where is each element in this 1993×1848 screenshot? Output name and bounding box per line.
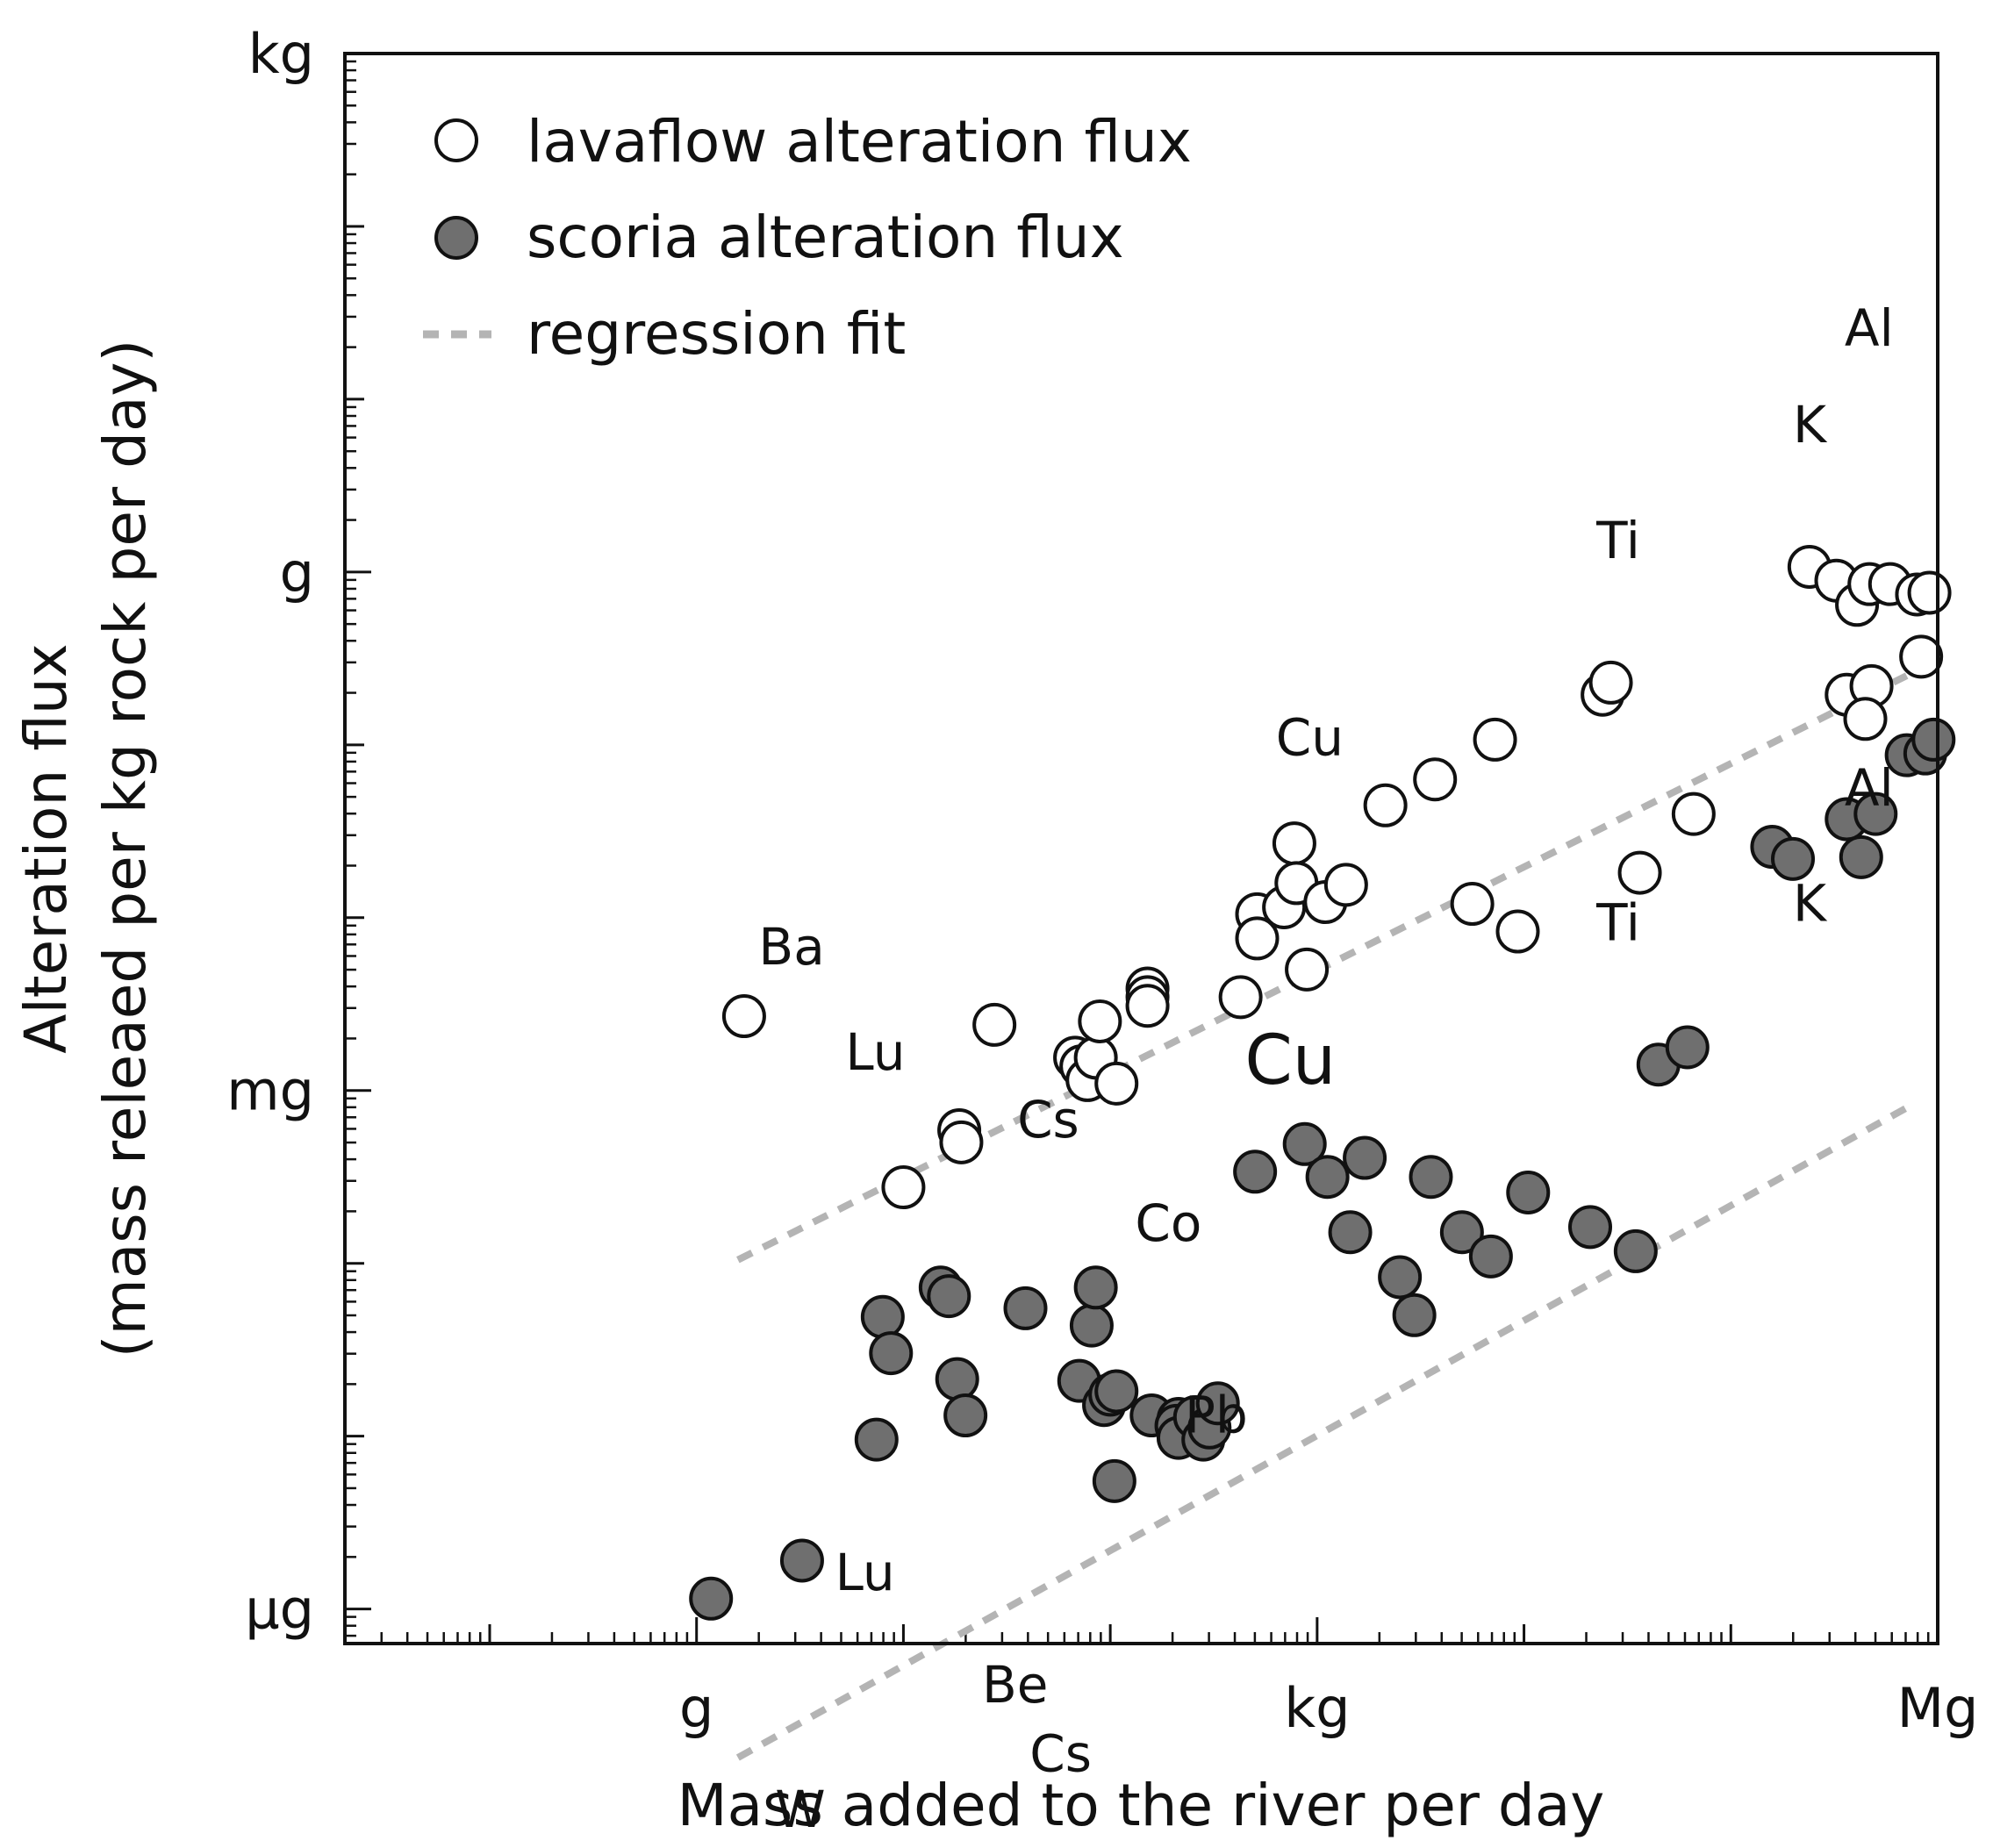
lavaflow-point	[1671, 791, 1716, 836]
element-label: Ti	[1595, 511, 1640, 570]
x-tick-label: Mg	[1897, 1676, 1979, 1740]
scoria-point	[1378, 1255, 1423, 1300]
scoria-point	[854, 1417, 899, 1462]
axis-ticks: g kg Mg μg mg g kg	[226, 22, 1978, 1740]
element-label: Pb	[1185, 1386, 1248, 1445]
lavaflow-point	[1218, 975, 1263, 1020]
y-tick-label: kg	[248, 22, 314, 86]
element-label: Be	[982, 1655, 1048, 1715]
element-label: Ti	[1595, 892, 1640, 952]
element-label: Lu	[845, 1022, 905, 1082]
scoria-point	[779, 1538, 824, 1583]
scoria-point	[935, 1357, 979, 1401]
scoria-point	[869, 1331, 914, 1376]
legend-label-lavaflow: lavaflow alteration flux	[527, 108, 1192, 175]
scoria-point	[1282, 1121, 1327, 1166]
element-label: Lu	[835, 1543, 895, 1602]
scoria-point	[1073, 1265, 1118, 1310]
scoria-point	[1613, 1228, 1658, 1273]
y-tick-label: mg	[226, 1059, 314, 1123]
scoria-point	[1305, 1155, 1350, 1200]
element-annotations: Ba Lu Cs Cu Ti K Al Cu Co Ti K Al Lu Pb Be Cs W	[758, 298, 1893, 1839]
scoria-point	[1195, 1381, 1240, 1426]
lavaflow-point	[721, 994, 766, 1039]
scoria-point	[1069, 1303, 1114, 1348]
lavaflow-point	[1285, 947, 1330, 992]
element-label: K	[1793, 874, 1828, 934]
element-label: Cs	[1029, 1724, 1092, 1784]
scoria-point	[1003, 1286, 1048, 1330]
element-label: Al	[1845, 298, 1894, 358]
data-points	[689, 544, 1956, 1621]
y-tick-label: μg	[245, 1578, 314, 1642]
lavaflow-point	[1495, 909, 1540, 954]
scoria-point	[1343, 1135, 1387, 1180]
scoria-point	[1439, 1210, 1484, 1255]
element-label: Ba	[758, 917, 824, 977]
lavaflow-point	[1272, 821, 1316, 866]
element-label: Cs	[1017, 1090, 1079, 1150]
scoria-point	[1409, 1155, 1453, 1200]
scoria-point	[1568, 1205, 1612, 1250]
element-label: K	[1793, 395, 1828, 455]
lavaflow-point	[1588, 660, 1633, 705]
regression-lines	[735, 672, 1909, 1761]
lavaflow-point	[1078, 999, 1122, 1043]
lavaflow-point	[1323, 863, 1368, 907]
element-label: Al	[1845, 758, 1894, 818]
scoria-point	[1506, 1170, 1551, 1214]
element-label: Co	[1135, 1193, 1201, 1253]
scoria-point	[1094, 1369, 1139, 1414]
scoria-point	[1771, 836, 1815, 881]
lavaflow-point	[1450, 882, 1495, 927]
scoria-point	[860, 1294, 905, 1339]
lavaflow-point	[1899, 634, 1944, 679]
scoria-point	[927, 1274, 971, 1319]
legend-marker-lavaflow	[434, 118, 478, 162]
lavaflow-point	[1363, 783, 1408, 827]
lavaflow-point	[1125, 984, 1170, 1028]
scoria-point	[1665, 1025, 1710, 1070]
lavaflow-point	[1617, 850, 1662, 895]
lavaflow-point	[972, 1002, 1017, 1047]
scoria-point	[1839, 834, 1883, 879]
lavaflow-point	[881, 1165, 926, 1210]
scoria-point	[1392, 1293, 1437, 1337]
scoria-point	[1911, 717, 1956, 762]
scoria-point	[1853, 791, 1898, 836]
scoria-point	[1328, 1210, 1373, 1255]
lavaflow-point	[1473, 717, 1517, 762]
scoria-point	[943, 1393, 988, 1438]
y-tick-label: g	[280, 541, 314, 605]
legend-label-scoria: scoria alteration flux	[527, 204, 1124, 271]
scoria-point	[1233, 1150, 1278, 1194]
element-label: Cu	[1244, 1021, 1336, 1100]
scoria-point	[689, 1576, 734, 1621]
scoria-point	[1468, 1234, 1513, 1279]
legend-label-regression: regression fit	[527, 300, 906, 368]
lavaflow-point	[939, 1120, 984, 1164]
scoria-point	[1092, 1458, 1136, 1503]
x-tick-label: kg	[1284, 1676, 1350, 1740]
plot-frame	[343, 52, 1939, 1645]
legend-marker-scoria	[434, 216, 478, 260]
lavaflow-point	[1413, 757, 1458, 802]
lavaflow-point	[1235, 916, 1280, 961]
lavaflow-point	[1843, 697, 1888, 741]
lavaflow-point	[1907, 570, 1952, 615]
legend: lavaflow alteration flux scoria alterati…	[423, 108, 1192, 368]
y-axis-title: Alteration flux	[12, 643, 80, 1053]
x-axis-title: Mass added to the river per day	[677, 1772, 1605, 1839]
y-axis-subtitle: (mass releaed per kg rock per day)	[91, 340, 159, 1357]
lavaflow-point	[1094, 1061, 1139, 1106]
element-label: Cu	[1276, 708, 1344, 768]
element-label: W	[775, 1780, 825, 1839]
x-tick-label: g	[679, 1676, 713, 1740]
